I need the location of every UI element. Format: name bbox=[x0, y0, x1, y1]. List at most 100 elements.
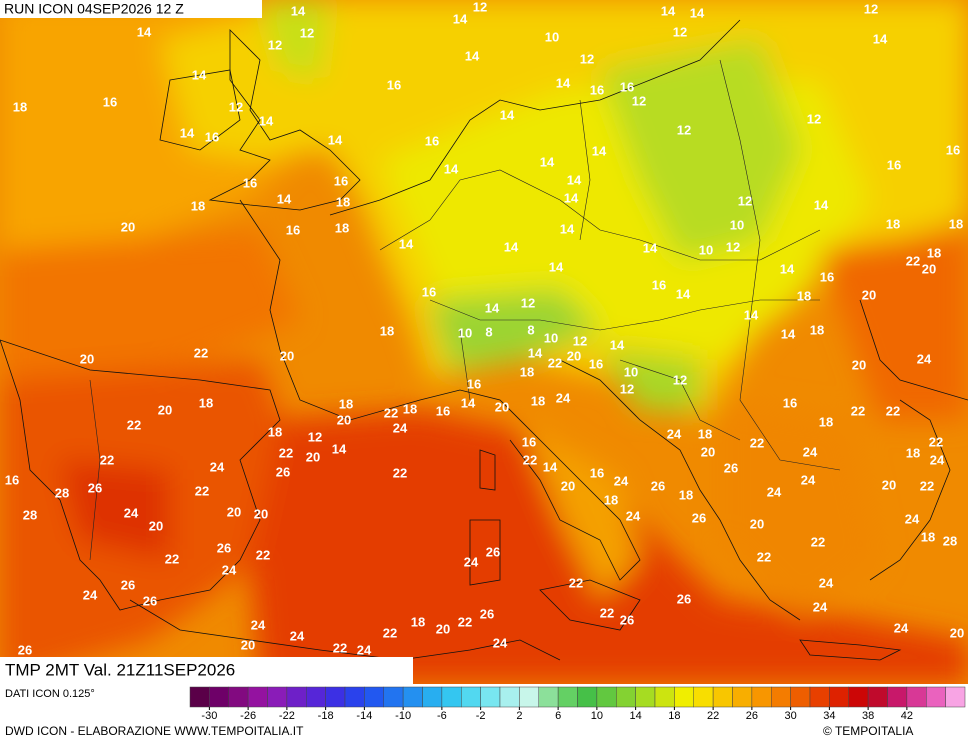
map-temperature-label: 16 bbox=[590, 465, 604, 480]
map-temperature-label: 14 bbox=[291, 3, 306, 18]
map-temperature-label: 20 bbox=[337, 412, 351, 427]
map-temperature-label: 22 bbox=[256, 547, 270, 562]
colorbar-swatch bbox=[674, 686, 694, 708]
colorbar-swatch bbox=[209, 686, 229, 708]
map-temperature-label: 20 bbox=[241, 637, 255, 652]
colorbar-swatch bbox=[654, 686, 675, 708]
map-temperature-label: 14 bbox=[504, 239, 519, 254]
map-temperature-label: 26 bbox=[143, 593, 157, 608]
map-temperature-label: 26 bbox=[276, 464, 290, 479]
colorbar-swatch bbox=[441, 686, 462, 708]
colorbar-tick-label: 10 bbox=[591, 710, 603, 722]
map-temperature-label: 26 bbox=[217, 540, 231, 555]
map-temperature-label: 14 bbox=[643, 240, 658, 255]
map-temperature-label: 14 bbox=[461, 395, 476, 410]
credit: DWD ICON - ELABORAZIONE WWW.TEMPOITALIA.… bbox=[5, 724, 304, 738]
colorbar-tick-label: -6 bbox=[437, 710, 447, 722]
map-temperature-label: 18 bbox=[268, 424, 282, 439]
map-temperature-label: 18 bbox=[906, 445, 920, 460]
map-temperature-label: 20 bbox=[852, 357, 866, 372]
map-temperature-label: 22 bbox=[384, 405, 398, 420]
map-temperature-label: 20 bbox=[158, 402, 172, 417]
map-temperature-label: 16 bbox=[652, 277, 666, 292]
map-temperature-label: 12 bbox=[308, 429, 322, 444]
map-temperature-label: 24 bbox=[251, 617, 266, 632]
map-temperature-label: 18 bbox=[886, 216, 900, 231]
map-temperature-label: 18 bbox=[403, 401, 417, 416]
map-temperature-label: 24 bbox=[767, 484, 782, 499]
colorbar-tick-label: 38 bbox=[862, 710, 874, 722]
map-temperature-label: 20 bbox=[922, 261, 936, 276]
colorbar-swatch bbox=[402, 686, 423, 708]
map-temperature-label: 22 bbox=[886, 403, 900, 418]
colorbar-tick-label: -10 bbox=[395, 710, 411, 722]
colorbar-swatch bbox=[635, 686, 656, 708]
map-temperature-label: 16 bbox=[334, 173, 348, 188]
map-temperature-label: 14 bbox=[453, 11, 468, 26]
map-temperature-label: 18 bbox=[191, 198, 205, 213]
colorbar-tick-label: 18 bbox=[668, 710, 680, 722]
map-temperature-label: 26 bbox=[651, 478, 665, 493]
map-temperature-label: 12 bbox=[632, 93, 646, 108]
map-temperature-label: 24 bbox=[803, 444, 818, 459]
map-temperature-label: 12 bbox=[677, 122, 691, 137]
map-temperature-label: 24 bbox=[290, 628, 305, 643]
map-temperature-label: 14 bbox=[610, 337, 625, 352]
colorbar-swatch bbox=[344, 686, 365, 708]
map-temperature-label: 12 bbox=[268, 37, 282, 52]
map-temperature-label: 22 bbox=[279, 445, 293, 460]
map-temperature-label: 14 bbox=[543, 459, 558, 474]
map-temperature-label: 18 bbox=[927, 245, 941, 260]
colorbar-swatch bbox=[189, 686, 210, 708]
map-temperature-label: 16 bbox=[387, 77, 401, 92]
colorbar-tick-label: 34 bbox=[823, 710, 835, 722]
map-temperature-label: 24 bbox=[813, 599, 828, 614]
colorbar-swatch bbox=[557, 686, 578, 708]
map-temperature-label: 22 bbox=[600, 605, 614, 620]
colorbar-swatch bbox=[693, 686, 714, 708]
map-temperature-label: 18 bbox=[336, 194, 350, 209]
map-temperature-label: 14 bbox=[690, 5, 705, 20]
map-temperature-label: 20 bbox=[121, 219, 135, 234]
map-temperature-label: 14 bbox=[137, 24, 152, 39]
map-temperature-label: 18 bbox=[921, 529, 935, 544]
map-temperature-label: 28 bbox=[23, 507, 37, 522]
map-temperature-label: 14 bbox=[780, 261, 795, 276]
map-temperature-label: 22 bbox=[851, 403, 865, 418]
map-temperature-label: 16 bbox=[783, 395, 797, 410]
map-temperature-label: 22 bbox=[458, 614, 472, 629]
map-temperature-label: 28 bbox=[943, 533, 957, 548]
map-temperature-label: 14 bbox=[528, 345, 543, 360]
map-temperature-label: 22 bbox=[127, 417, 141, 432]
map-temperature-label: 14 bbox=[560, 221, 575, 236]
map-temperature-label: 24 bbox=[222, 562, 237, 577]
map-temperature-label: 20 bbox=[862, 287, 876, 302]
colorbar-swatch bbox=[364, 686, 384, 708]
map-temperature-label: 24 bbox=[667, 426, 682, 441]
map-temperature-label: 22 bbox=[811, 534, 825, 549]
map-temperature-label: 12 bbox=[864, 1, 878, 16]
map-temperature-label: 12 bbox=[229, 99, 243, 114]
map-temperature-label: 24 bbox=[493, 635, 508, 650]
map-temperature-label: 18 bbox=[531, 393, 545, 408]
colorbar-swatch bbox=[519, 686, 539, 708]
map-temperature-label: 24 bbox=[894, 620, 909, 635]
map-temperature-label: 18 bbox=[13, 99, 27, 114]
map-temperature-label: 24 bbox=[917, 351, 932, 366]
colorbar-swatch bbox=[926, 686, 946, 708]
map-temperature-label: 14 bbox=[332, 441, 347, 456]
map-temperature-label: 24 bbox=[905, 511, 920, 526]
map-temperature-label: 16 bbox=[436, 403, 450, 418]
map-temperature-label: 26 bbox=[121, 577, 135, 592]
map-temperature-label: 14 bbox=[328, 132, 343, 147]
colorbar-swatch bbox=[306, 686, 326, 708]
map-temperature-label: 20 bbox=[80, 351, 94, 366]
map-temperature-label: 12 bbox=[807, 111, 821, 126]
map-temperature-label: 22 bbox=[929, 434, 943, 449]
map-temperature-label: 24 bbox=[210, 459, 225, 474]
map-temperature-label: 26 bbox=[692, 510, 706, 525]
map-temperature-label: 14 bbox=[180, 125, 195, 140]
map-temperature-label: 22 bbox=[100, 452, 114, 467]
